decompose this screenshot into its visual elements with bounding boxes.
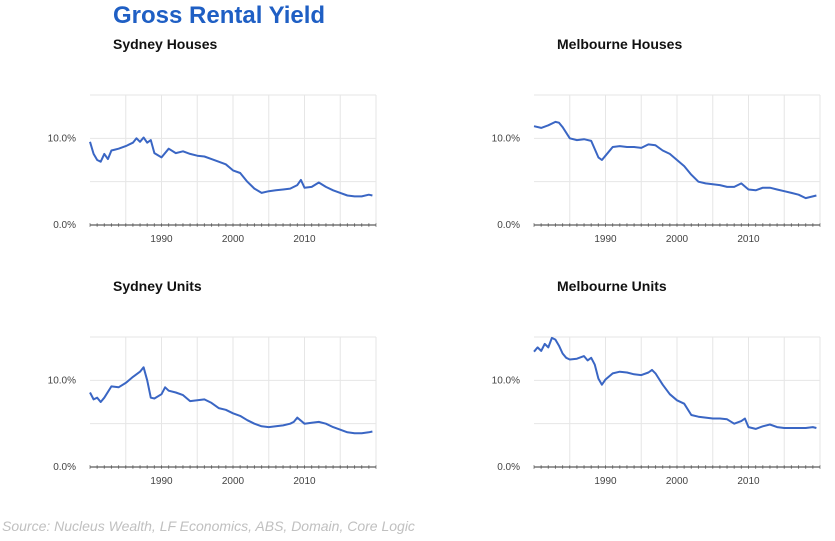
x-tick-label: 2010 [737,476,760,487]
y-tick-label: 0.0% [53,220,76,231]
x-tick-label: 1990 [150,234,173,245]
y-tick-label: 10.0% [492,375,520,386]
chart-sydney-units: Sydney Units 0.0% 10.0% 1990 2000 2010 [48,242,488,487]
series-line [89,136,373,198]
chart-sydney-houses: Sydney Houses 0.0% 10.0% 1990 2000 2010 [48,0,488,245]
series-line [533,120,817,200]
x-tick-label: 1990 [594,476,617,487]
chart-title: Melbourne Houses [557,36,683,52]
x-tick-label: 2010 [293,476,316,487]
x-tick-label: 2000 [666,234,689,245]
x-tick-label: 2000 [222,234,245,245]
chart-title: Sydney Units [113,278,202,294]
y-tick-label: 10.0% [492,133,520,144]
series-line [89,366,373,435]
y-tick-label: 10.0% [48,375,76,386]
chart-svg: 0.0% 10.0% 1990 2000 2010 [492,94,821,245]
x-tick-label: 2010 [293,234,316,245]
y-tick-label: 0.0% [53,462,76,473]
chart-melbourne-houses: Melbourne Houses 0.0% 10.0% 1990 2000 2010 [492,0,835,245]
x-tick-label: 2000 [666,476,689,487]
y-tick-label: 0.0% [497,220,520,231]
x-tick-label: 1990 [150,476,173,487]
chart-svg: 0.0% 10.0% 1990 2000 2010 [492,336,821,487]
chart-title: Sydney Houses [113,36,218,52]
series-line [533,336,817,430]
x-tick-label: 2010 [737,234,760,245]
source-note: Source: Nucleus Wealth, LF Economics, AB… [2,518,415,534]
x-tick-label: 1990 [594,234,617,245]
y-tick-label: 10.0% [48,133,76,144]
chart-melbourne-units: Melbourne Units 0.0% 10.0% 1990 2000 2010 [492,242,835,487]
y-tick-label: 0.0% [497,462,520,473]
main-title: Gross Rental Yield [113,2,326,29]
chart-title: Melbourne Units [557,278,667,294]
chart-svg: 0.0% 10.0% 1990 2000 2010 [48,336,377,487]
x-tick-label: 2000 [222,476,245,487]
chart-svg: 0.0% 10.0% 1990 2000 2010 [48,94,377,245]
